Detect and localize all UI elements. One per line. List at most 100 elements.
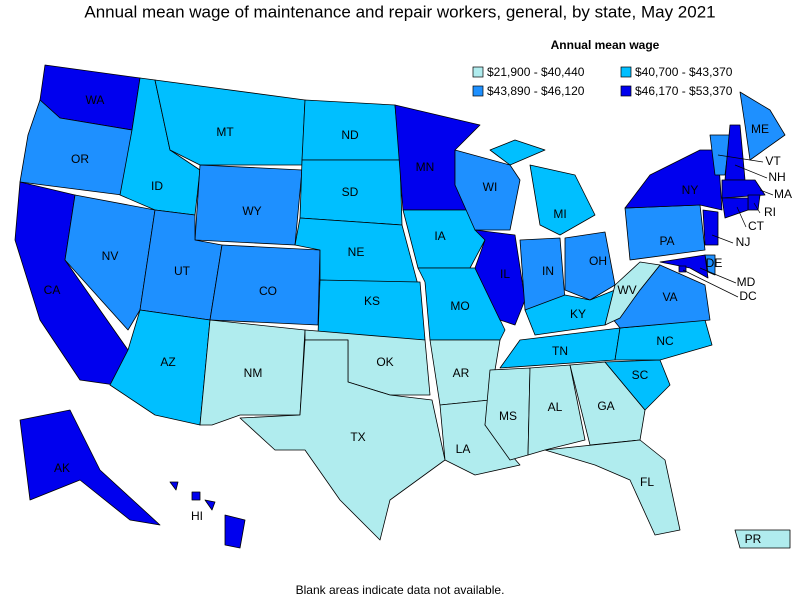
state <box>734 529 791 549</box>
state <box>544 439 681 536</box>
state <box>402 209 486 269</box>
state <box>529 164 596 236</box>
state <box>64 194 156 331</box>
state-label: CA <box>44 283 61 297</box>
state-label: WI <box>483 180 498 194</box>
legend-swatch <box>620 66 632 78</box>
leader-line <box>699 267 737 284</box>
state-label: LA <box>456 442 471 456</box>
state <box>317 279 426 341</box>
state <box>224 514 246 549</box>
state-label: DC <box>739 289 757 303</box>
state <box>739 91 786 161</box>
state-label: MD <box>737 275 756 289</box>
legend-label: $43,890 - $46,120 <box>487 84 585 98</box>
state-label: TN <box>552 344 568 358</box>
state-label: VT <box>765 154 781 168</box>
state-label: IL <box>500 267 510 281</box>
state-label: AZ <box>160 355 175 369</box>
state-label: ME <box>751 122 769 136</box>
state-label: KY <box>570 307 586 321</box>
state <box>721 179 766 199</box>
state <box>569 361 646 446</box>
state-label: DE <box>706 256 723 270</box>
state-label: NY <box>682 183 699 197</box>
states <box>14 64 791 549</box>
legend-swatch <box>620 85 632 97</box>
state-label: OH <box>589 254 607 268</box>
leader-line <box>682 269 739 298</box>
state <box>614 319 713 361</box>
state <box>474 229 526 326</box>
state-label: AK <box>54 461 70 475</box>
state <box>19 409 161 526</box>
state-label: SD <box>342 185 359 199</box>
leader-line <box>711 234 734 244</box>
state-label: MA <box>774 187 792 201</box>
leader-line <box>759 189 774 196</box>
state <box>624 204 706 261</box>
state-label: NC <box>656 334 674 348</box>
state-label: IN <box>542 264 554 278</box>
state <box>704 254 716 276</box>
state <box>527 364 586 456</box>
state-label: MN <box>416 160 435 174</box>
state <box>604 261 661 326</box>
state <box>169 481 179 491</box>
leader-line <box>734 164 768 179</box>
state-label: NE <box>348 245 365 259</box>
state-label: ND <box>341 128 359 142</box>
state-label: FL <box>640 475 654 489</box>
state <box>204 499 216 511</box>
legend-swatch <box>472 66 484 78</box>
state-label: PA <box>659 234 674 248</box>
state-label: HI <box>191 509 203 523</box>
state <box>239 339 446 541</box>
state-label: GA <box>597 399 614 413</box>
state <box>624 149 723 211</box>
state-label: WY <box>242 204 261 218</box>
map-title: Annual mean wage of maintenance and repa… <box>84 2 715 21</box>
state <box>564 231 616 301</box>
state-label: NM <box>244 366 263 380</box>
state <box>604 359 671 411</box>
state <box>721 197 749 219</box>
state-label: OR <box>71 152 89 166</box>
state-label: PR <box>745 532 762 546</box>
state-label: MO <box>450 299 469 313</box>
state <box>154 79 306 166</box>
state-label: AR <box>453 366 470 380</box>
state-label: MT <box>216 125 234 139</box>
state-label: NJ <box>736 235 751 249</box>
state-label: CT <box>748 219 765 233</box>
state-label: MI <box>553 207 566 221</box>
legend-label: $40,700 - $43,370 <box>635 65 733 79</box>
leader-line <box>717 154 764 163</box>
state <box>724 124 746 181</box>
state-labels: WA OR CA NV ID MT WY UT CO AZ NM ND SD NE KS OK TX MN IA MO… <box>44 93 792 546</box>
state-label: RI <box>764 205 776 219</box>
legend-swatch <box>472 85 484 97</box>
state-label: CO <box>259 284 277 298</box>
state <box>747 194 761 211</box>
leader-line <box>753 202 761 214</box>
state <box>191 491 201 501</box>
state-label: NV <box>102 249 119 263</box>
legend: $21,900 - $40,440 $40,700 - $43,370 $43,89… <box>472 65 733 98</box>
state-label: WA <box>86 93 105 107</box>
state-label: AL <box>548 400 563 414</box>
state-label: TX <box>350 430 365 444</box>
leader-line <box>736 206 747 228</box>
state-label: KS <box>364 294 380 308</box>
state-label: WV <box>617 283 636 297</box>
legend-title: Annual mean wage <box>551 38 660 52</box>
state-label: OK <box>376 355 393 369</box>
state <box>484 367 531 461</box>
state <box>702 209 719 246</box>
state-label: UT <box>174 264 191 278</box>
footnote: Blank areas indicate data not available. <box>296 583 505 597</box>
legend-label: $46,170 - $53,370 <box>635 84 733 98</box>
state-label: SC <box>632 368 649 382</box>
state <box>489 139 546 166</box>
